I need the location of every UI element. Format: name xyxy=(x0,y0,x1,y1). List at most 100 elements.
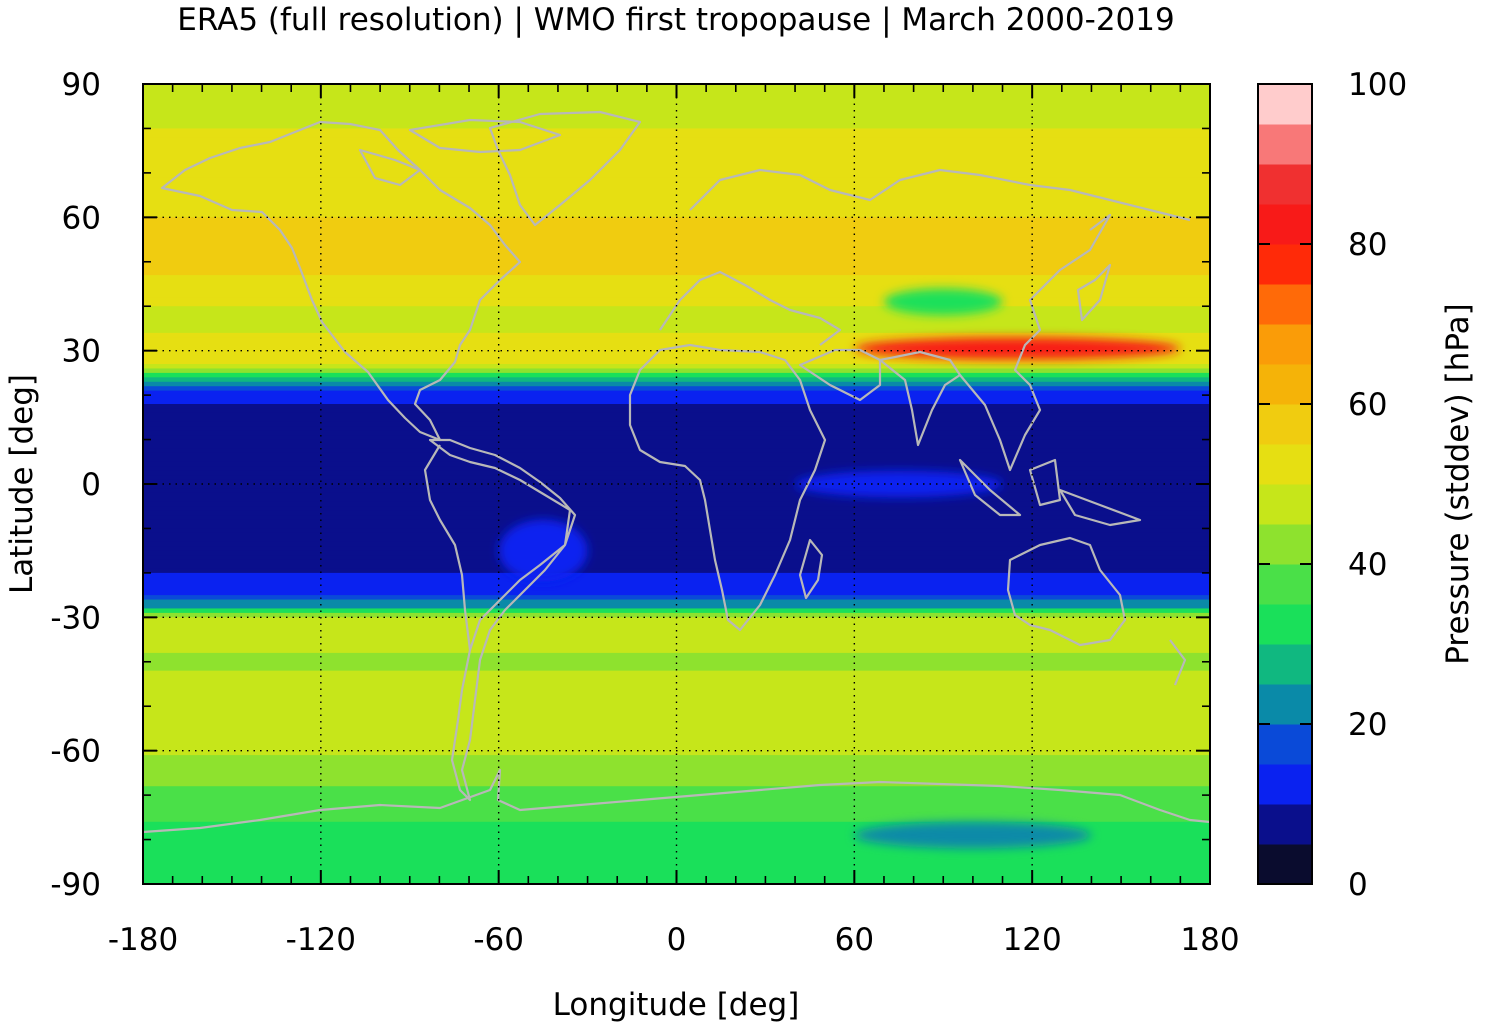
x-tick-label: 120 xyxy=(1003,922,1062,958)
field-band xyxy=(143,350,1210,356)
colorbar-level xyxy=(1258,324,1312,365)
field-band xyxy=(143,479,1210,485)
colorbar-level xyxy=(1258,684,1312,725)
field-band xyxy=(143,577,1210,583)
field-band xyxy=(143,830,1210,836)
field-band xyxy=(143,697,1210,703)
field-band xyxy=(143,555,1210,561)
colorbar-level xyxy=(1258,844,1312,885)
colorbar-level xyxy=(1258,364,1312,405)
field-band xyxy=(143,444,1210,450)
colorbar: 0 20 40 60 80 100 Pressure (stddev) [hPa] xyxy=(1257,67,1476,903)
field-band xyxy=(143,710,1210,716)
field-band xyxy=(143,839,1210,845)
field-band xyxy=(143,177,1210,183)
x-tick-label: -60 xyxy=(473,922,524,958)
field-band xyxy=(143,835,1210,841)
x-tick-label: -180 xyxy=(108,922,178,958)
field-band xyxy=(143,448,1210,454)
figure-title: ERA5 (full resolution) | WMO first tropo… xyxy=(177,2,1174,38)
field-band xyxy=(143,319,1210,325)
field-band xyxy=(143,755,1210,761)
field-band xyxy=(143,652,1210,658)
y-tick-label: 90 xyxy=(62,67,101,103)
colorbar-tick-label: 80 xyxy=(1348,227,1387,263)
field-band xyxy=(143,239,1210,245)
field-band xyxy=(143,346,1210,352)
field-band xyxy=(143,266,1210,272)
field-band xyxy=(143,604,1210,610)
field-band xyxy=(143,786,1210,792)
field-band xyxy=(143,332,1210,338)
field-band xyxy=(143,141,1210,147)
y-tick-label: -90 xyxy=(50,867,101,903)
field-band xyxy=(143,826,1210,832)
field-band xyxy=(143,501,1210,507)
field-feature xyxy=(883,288,1003,316)
colorbar-level xyxy=(1258,564,1312,605)
field-band xyxy=(143,506,1210,512)
gridlines xyxy=(143,84,1210,884)
y-tick-label: 30 xyxy=(62,334,101,370)
field-band xyxy=(143,661,1210,667)
field-band xyxy=(143,546,1210,552)
field-band xyxy=(143,430,1210,436)
field-band xyxy=(143,164,1210,170)
field-band xyxy=(143,492,1210,498)
field-band xyxy=(143,404,1210,410)
field-band xyxy=(143,190,1210,196)
field-band xyxy=(143,421,1210,427)
y-tick-labels: 90 60 30 0 -30 -60 -90 xyxy=(50,67,101,903)
field-band xyxy=(143,168,1210,174)
field-band xyxy=(143,195,1210,201)
field-band xyxy=(143,275,1210,281)
colorbar-ticks: 0 20 40 60 80 100 xyxy=(1258,67,1407,903)
field-band xyxy=(143,261,1210,267)
field-band xyxy=(143,617,1210,623)
colorbar-level xyxy=(1258,484,1312,525)
colorbar-level xyxy=(1258,524,1312,565)
field-band xyxy=(143,844,1210,850)
field-band xyxy=(143,670,1210,676)
colorbar-frame xyxy=(1257,83,1313,885)
field-band xyxy=(143,590,1210,596)
field-band xyxy=(143,519,1210,525)
field-feature xyxy=(854,337,1181,360)
field-band xyxy=(143,292,1210,298)
field-band xyxy=(143,528,1210,534)
field-band xyxy=(143,390,1210,396)
colorbar-level xyxy=(1258,764,1312,805)
field-band xyxy=(143,630,1210,636)
field-band xyxy=(143,852,1210,858)
colorbar-tick-label: 100 xyxy=(1348,67,1407,103)
field-band xyxy=(143,612,1210,618)
field-band xyxy=(143,306,1210,312)
field-band xyxy=(143,657,1210,663)
colorbar-label: Pressure (stddev) [hPa] xyxy=(1440,303,1476,664)
field-band xyxy=(143,248,1210,254)
field-band xyxy=(143,688,1210,694)
field-band xyxy=(143,408,1210,414)
field-band xyxy=(143,812,1210,818)
field-band xyxy=(143,315,1210,321)
colorbar-level xyxy=(1258,724,1312,765)
field-band xyxy=(143,372,1210,378)
field-band xyxy=(143,110,1210,116)
field-band xyxy=(143,541,1210,547)
colorbar-level xyxy=(1258,164,1312,205)
colorbar-level xyxy=(1258,84,1312,125)
field-band xyxy=(143,515,1210,521)
field-band xyxy=(143,821,1210,827)
field-band xyxy=(143,848,1210,854)
field-band xyxy=(143,626,1210,632)
axis-ticks xyxy=(142,83,1211,885)
field-band xyxy=(143,808,1210,814)
field-feature xyxy=(795,470,1003,498)
field-band xyxy=(143,328,1210,334)
field-band xyxy=(143,412,1210,418)
field-band xyxy=(143,768,1210,774)
field-band xyxy=(143,799,1210,805)
field-band xyxy=(143,124,1210,130)
field-band xyxy=(143,221,1210,227)
field-band xyxy=(143,395,1210,401)
